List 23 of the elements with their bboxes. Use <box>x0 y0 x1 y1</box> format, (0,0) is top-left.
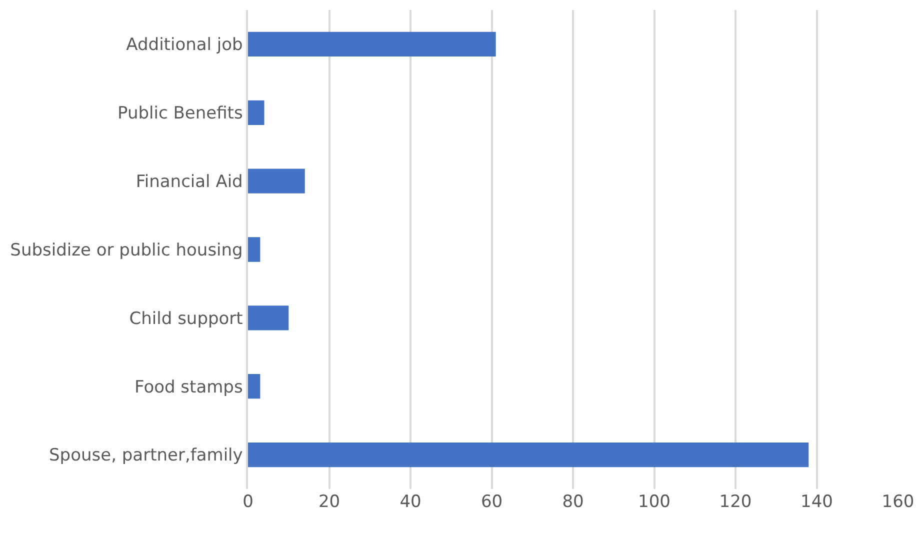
bar <box>248 306 289 330</box>
bar <box>248 237 260 262</box>
y-tick-label: Food stamps <box>134 377 243 398</box>
bar <box>248 442 809 468</box>
bar <box>248 374 260 399</box>
y-tick-label: Financial Aid <box>136 172 243 192</box>
bar <box>248 100 264 125</box>
y-tick-label: Spouse, partner,family <box>49 446 243 466</box>
x-tick-label: 160 <box>882 492 914 512</box>
bar <box>248 32 496 57</box>
x-tick-label: 100 <box>638 492 670 512</box>
x-tick-label: 20 <box>318 492 340 512</box>
x-tick-label: 40 <box>400 492 422 512</box>
x-tick-label: 0 <box>242 492 254 512</box>
y-tick-label: Public Benefits <box>118 104 243 124</box>
bar <box>248 168 305 194</box>
x-tick-label: 60 <box>480 492 503 512</box>
y-tick-label: Additional job <box>126 35 243 56</box>
y-tick-label: Subsidize or public housing <box>10 240 243 260</box>
x-tick-label: 80 <box>562 492 584 512</box>
x-tick-label: 120 <box>719 492 752 512</box>
x-tick-label: 140 <box>800 492 833 512</box>
y-tick-label: Child support <box>129 308 244 329</box>
